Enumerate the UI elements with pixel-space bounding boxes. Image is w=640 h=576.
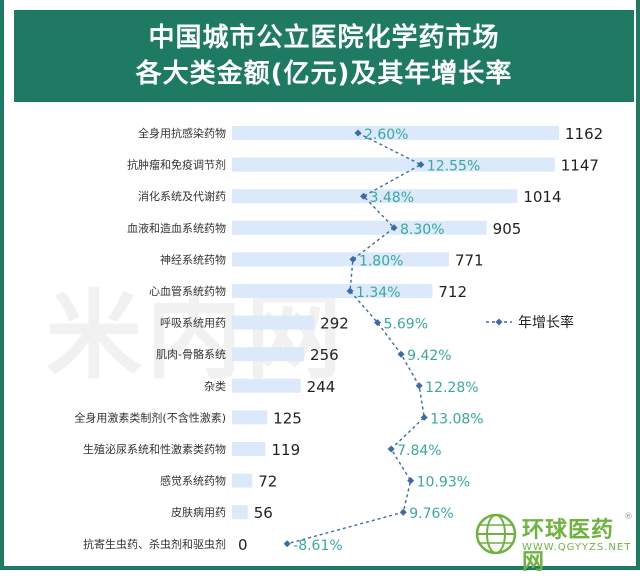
growth-rate-marker (354, 129, 362, 137)
bar-value-label: 125 (273, 409, 302, 427)
growth-rate-marker (407, 477, 415, 485)
growth-rate-marker (399, 508, 407, 516)
growth-rate-label: -8.61% (293, 538, 343, 554)
bar-value-label: 256 (310, 346, 339, 364)
bar (232, 410, 268, 425)
chart-plot: 全身用抗感染药物 1162 抗肿瘤和免疫调节剂 1147 消化系统及代谢药 1014 血液和… (74, 125, 603, 554)
category-label: 全身用抗感染药物 (138, 126, 226, 140)
chart-header: 中国城市公立医院化学药市场 各大类金额(亿元)及其年增长率 (14, 10, 634, 102)
site-logo: 环球医药网 WWW.QGYYZS.NET ® (474, 512, 634, 575)
growth-rate-marker (349, 255, 357, 263)
bar-value-label: 905 (493, 220, 522, 238)
growth-rate-line (286, 132, 425, 545)
category-label: 呼吸系统用药 (160, 317, 226, 330)
growth-rate-marker (387, 445, 395, 453)
bar (232, 252, 449, 267)
watermark: 米内网 (46, 280, 346, 392)
category-label: 杂类 (204, 379, 226, 393)
bar-value-label: 1162 (565, 125, 603, 143)
category-label: 全身用激素类制剂(不含性激素) (74, 410, 226, 424)
bar (232, 315, 315, 330)
category-label: 血液和造血系统药物 (127, 221, 226, 235)
chart-title-line-2: 各大类金额(亿元)及其年增长率 (135, 59, 513, 89)
growth-rate-marker (346, 287, 354, 295)
growth-rate-marker (415, 382, 423, 390)
growth-rate-label: 5.69% (384, 317, 428, 333)
logo-name: 环球医药网 (522, 518, 615, 575)
category-label: 神经系统药物 (160, 252, 226, 266)
bar-value-label: 244 (307, 378, 336, 396)
bar-value-label: 1014 (523, 188, 561, 206)
growth-rate-marker (360, 192, 368, 200)
growth-rate-marker (374, 319, 382, 327)
growth-rate-marker (417, 161, 425, 169)
growth-rate-label: 10.93% (417, 475, 470, 491)
bar-value-label: 1147 (561, 157, 599, 175)
growth-rate-label: 1.80% (359, 253, 403, 269)
legend-marker (495, 318, 503, 326)
registered-mark: ® (624, 512, 633, 522)
bar-value-label: 771 (455, 251, 484, 269)
category-label: 消化系统及代谢药 (138, 189, 226, 203)
bar (232, 126, 559, 140)
bar-value-label: 0 (238, 536, 248, 554)
category-label: 抗寄生虫药、杀虫剂和驱虫剂 (83, 537, 226, 551)
growth-rate-marker (397, 350, 405, 358)
bar-value-label: 712 (438, 283, 467, 301)
bar (232, 157, 555, 172)
category-label: 心血管系统药物 (149, 284, 226, 298)
growth-rate-label: 7.84% (397, 443, 441, 459)
bar (232, 505, 248, 520)
category-label: 感觉系统药物 (160, 474, 226, 488)
bar (232, 378, 301, 393)
growth-rate-marker (283, 540, 291, 548)
growth-rate-label: 9.42% (407, 348, 451, 364)
bar (232, 473, 253, 488)
growth-rate-label: 2.60% (364, 127, 408, 143)
category-label: 肌肉-骨骼系统 (156, 347, 226, 361)
category-label: 皮肤病用药 (171, 505, 226, 519)
growth-rate-marker (420, 413, 428, 421)
growth-rate-label: 12.55% (427, 159, 480, 175)
growth-rate-label: 1.34% (356, 285, 400, 301)
growth-rate-label: 8.30% (400, 222, 444, 238)
bar-value-label: 56 (254, 504, 273, 522)
globe-icon (475, 513, 517, 555)
chart-title-line-1: 中国城市公立医院化学药市场 (148, 23, 500, 53)
bar (232, 347, 305, 362)
growth-rate-label: 13.08% (430, 411, 483, 427)
bar (232, 220, 487, 235)
category-label: 抗肿瘤和免疫调节剂 (127, 158, 226, 172)
logo-url: WWW.QGYYZS.NET (522, 542, 632, 553)
growth-rate-label: 9.76% (409, 506, 453, 522)
bar-value-label: 72 (258, 473, 277, 491)
growth-rate-label: 3.48% (370, 190, 414, 206)
growth-rate-label: 12.28% (425, 380, 478, 396)
bar-value-label: 292 (320, 315, 349, 333)
bar (232, 442, 266, 456)
bar (232, 189, 518, 204)
category-label: 生殖泌尿系统和性激素类药物 (83, 442, 226, 456)
bar-value-label: 119 (271, 441, 300, 459)
growth-rate-marker (390, 224, 398, 232)
bar (232, 284, 433, 298)
legend-label: 年增长率 (518, 314, 574, 331)
